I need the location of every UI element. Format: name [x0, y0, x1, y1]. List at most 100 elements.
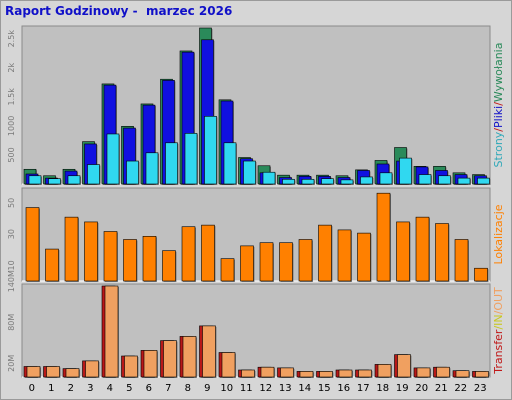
bar-transfer-out-21 [436, 366, 450, 378]
bar-transfer-out-23 [475, 371, 489, 378]
bar-sites-10 [220, 258, 235, 282]
xtick-19: 19 [396, 383, 409, 394]
bar-pages-7 [165, 142, 178, 185]
xtick-13: 13 [279, 383, 292, 394]
bar-sites-15 [318, 224, 332, 282]
bar-sites-3 [84, 221, 98, 282]
plot-area-top [21, 25, 491, 185]
xtick-11: 11 [240, 383, 253, 394]
bar-transfer-out-17 [358, 369, 372, 378]
bar-pages-21 [438, 175, 451, 185]
xtick-12: 12 [259, 383, 272, 394]
bar-sites-7 [162, 250, 176, 282]
plot-area-middle [21, 187, 491, 282]
xtick-6: 6 [146, 383, 152, 394]
bar-sites-17 [357, 232, 371, 282]
bar-pages-16 [340, 179, 354, 185]
ytick-bottom-0: 20M [7, 355, 16, 372]
ytick-middle-0: 10 [7, 260, 16, 270]
bar-transfer-out-11 [241, 369, 255, 378]
bar-sites-8 [181, 226, 196, 282]
bar-sites-21 [435, 223, 449, 282]
bar-transfer-out-1 [46, 366, 60, 378]
bar-transfer-out-5 [124, 355, 138, 378]
xtick-1: 1 [48, 383, 54, 394]
xtick-0: 0 [29, 383, 35, 394]
xtick-3: 3 [87, 383, 93, 394]
bar-pages-5 [126, 160, 139, 185]
ytick-middle-2: 50 [7, 198, 16, 208]
ylabel-bottom-part-2: /OUT [492, 287, 505, 314]
xtick-17: 17 [357, 383, 370, 394]
bar-pages-23 [477, 177, 490, 185]
bar-sites-14 [298, 239, 313, 282]
ytick-middle-1: 30 [7, 229, 16, 239]
bar-sites-16 [337, 229, 352, 282]
bar-pages-4 [106, 133, 120, 185]
bar-sites-9 [201, 224, 215, 282]
ytick-top-0: 500 [7, 147, 16, 162]
xtick-8: 8 [185, 383, 191, 394]
ytick-top-3: 2k [7, 63, 16, 73]
bar-pages-1 [48, 178, 61, 185]
ylabel-bottom: Transfer/IN/OUT [492, 287, 505, 375]
page-title: Raport Godzinowy - marzec 2026 [5, 4, 233, 18]
ylabel-middle-part-0: Lokalizacje [492, 204, 505, 264]
xtick-14: 14 [298, 383, 311, 394]
bar-sites-23 [474, 267, 488, 282]
xtick-9: 9 [204, 383, 210, 394]
bar-transfer-out-7 [163, 340, 177, 378]
ylabel-top-part-0: Strony [492, 131, 505, 167]
bar-sites-5 [123, 239, 137, 282]
bar-transfer-out-20 [416, 367, 431, 378]
bar-transfer-out-12 [260, 366, 275, 378]
bar-pages-0 [28, 175, 42, 185]
bar-pages-20 [418, 174, 432, 185]
xtick-4: 4 [107, 383, 113, 394]
bar-pages-6 [145, 152, 159, 185]
bar-transfer-out-19 [397, 354, 411, 378]
bar-pages-15 [321, 178, 334, 185]
bar-pages-3 [87, 164, 100, 185]
bar-pages-22 [457, 177, 471, 185]
bar-transfer-out-13 [280, 367, 294, 378]
bar-transfer-out-4 [104, 285, 119, 378]
xtick-22: 22 [454, 383, 467, 394]
xtick-15: 15 [318, 383, 331, 394]
ylabel-top-part-4: Wywołania [492, 43, 505, 103]
ytick-top-1: 1000 [7, 116, 16, 136]
bar-transfer-out-9 [202, 325, 216, 378]
bar-pages-17 [360, 176, 373, 185]
ylabel-top: Strony/Pliki/Wywołania [492, 43, 505, 168]
ytick-bottom-1: 80M [7, 314, 16, 331]
ytick-top-2: 1.5k [7, 88, 16, 106]
bar-transfer-out-2 [65, 368, 80, 378]
bar-transfer-out-10 [221, 352, 236, 378]
ylabel-top-part-2: Pliki [492, 106, 505, 128]
xtick-7: 7 [165, 383, 171, 394]
bar-transfer-out-15 [319, 371, 333, 378]
bar-pages-11 [243, 160, 256, 185]
bar-sites-1 [45, 248, 59, 282]
xtick-2: 2 [68, 383, 74, 394]
xtick-21: 21 [435, 383, 448, 394]
xtick-5: 5 [126, 383, 132, 394]
bar-transfer-out-14 [299, 371, 314, 378]
bar-sites-4 [103, 231, 118, 282]
xtick-23: 23 [474, 383, 487, 394]
bar-sites-19 [396, 221, 410, 282]
ylabel-bottom-part-0: Transfer [492, 329, 505, 375]
bar-pages-19 [399, 157, 412, 185]
ylabel-top-part-3: / [492, 102, 505, 106]
bar-sites-0 [25, 207, 40, 282]
ytick-top-4: 2.5k [7, 30, 16, 48]
xtick-20: 20 [415, 383, 428, 394]
bar-sites-18 [376, 192, 391, 282]
bar-pages-12 [262, 171, 276, 185]
bar-sites-22 [454, 239, 469, 282]
bar-transfer-out-0 [26, 366, 41, 378]
bar-pages-14 [301, 178, 315, 185]
ylabel-bottom-part-1: /IN [492, 314, 505, 329]
bar-transfer-out-22 [455, 370, 470, 378]
